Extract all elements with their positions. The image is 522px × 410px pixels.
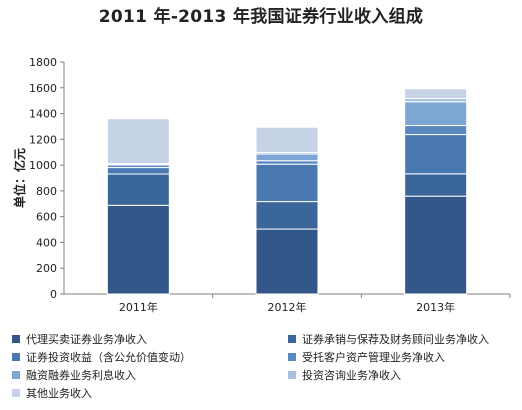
y-tick-label: 1000 bbox=[29, 159, 57, 172]
legend-label: 证券承销与保荐及财务顾问业务净收入 bbox=[302, 333, 489, 346]
y-tick-label: 0 bbox=[50, 288, 57, 301]
x-tick-label: 2013年 bbox=[416, 300, 455, 314]
y-tick-label: 1800 bbox=[29, 56, 57, 69]
bar-stack bbox=[106, 118, 170, 295]
bar-segment bbox=[255, 126, 319, 153]
legend-item: 受托客户资产管理业务净收入 bbox=[288, 351, 445, 365]
bar-segment bbox=[404, 101, 468, 127]
bar-segment bbox=[255, 201, 319, 230]
y-tick-label: 600 bbox=[36, 211, 57, 224]
bar-segment bbox=[255, 228, 319, 295]
y-axis-label: 单位：亿元 bbox=[12, 148, 27, 208]
bar-segment bbox=[106, 118, 170, 164]
chart-title: 2011 年-2013 年我国证券行业收入组成 bbox=[98, 7, 424, 27]
bar-segment bbox=[106, 173, 170, 206]
x-tick-label: 2011年 bbox=[119, 300, 158, 314]
axis-labels: 0 200 400 600 800 1000 1200 1400 1600 1800 单位：亿元 20… bbox=[12, 56, 455, 314]
bar-segment bbox=[404, 125, 468, 136]
bar-stacks bbox=[106, 88, 468, 295]
bar-segment bbox=[255, 160, 319, 165]
bar-segment bbox=[404, 97, 468, 103]
legend-item: 投资咨询业务净收入 bbox=[288, 369, 401, 383]
y-tick-label: 1600 bbox=[29, 82, 57, 95]
legend-label: 其他业务收入 bbox=[26, 387, 92, 400]
legend-swatch bbox=[288, 353, 296, 361]
legend-swatch bbox=[12, 353, 20, 361]
legend-label: 代理买卖证券业务净收入 bbox=[26, 333, 147, 346]
y-tick-label: 1200 bbox=[29, 133, 57, 146]
y-tick-label: 400 bbox=[36, 236, 57, 249]
legend-label: 融资融券业务利息收入 bbox=[26, 369, 136, 382]
legend-item: 证券投资收益（含公允价值变动） bbox=[12, 351, 191, 365]
legend-item: 证券承销与保荐及财务顾问业务净收入 bbox=[288, 333, 489, 347]
bar-segment bbox=[106, 204, 170, 295]
y-tick-label: 200 bbox=[36, 262, 57, 275]
legend-swatch bbox=[12, 335, 20, 343]
bar-segment bbox=[404, 195, 468, 295]
legend-swatch bbox=[288, 335, 296, 343]
x-tick-label: 2012年 bbox=[268, 300, 307, 314]
legend-label: 受托客户资产管理业务净收入 bbox=[302, 351, 445, 364]
legend-swatch bbox=[12, 371, 20, 379]
legend-label: 证券投资收益（含公允价值变动） bbox=[26, 351, 191, 364]
bar-segment bbox=[404, 88, 468, 99]
legend-label: 投资咨询业务净收入 bbox=[302, 369, 401, 382]
legend-item: 其他业务收入 bbox=[12, 387, 92, 401]
bar-segment bbox=[255, 153, 319, 162]
stacked-bar-chart: 0 200 400 600 800 1000 1200 1400 1600 1800 单位：亿元 20… bbox=[12, 56, 511, 314]
legend-swatch bbox=[12, 389, 20, 397]
y-tick-label: 1400 bbox=[29, 108, 57, 121]
bar-segment bbox=[106, 167, 170, 175]
bar-segment bbox=[404, 134, 468, 175]
legend-swatch bbox=[288, 371, 296, 379]
bar-stack bbox=[255, 126, 319, 295]
bar-segment bbox=[255, 163, 319, 203]
bar-stack bbox=[404, 88, 468, 295]
y-tick-label: 800 bbox=[36, 185, 57, 198]
legend-item: 融资融券业务利息收入 bbox=[12, 369, 136, 383]
legend-item: 代理买卖证券业务净收入 bbox=[12, 333, 147, 347]
bar-segment bbox=[404, 173, 468, 197]
